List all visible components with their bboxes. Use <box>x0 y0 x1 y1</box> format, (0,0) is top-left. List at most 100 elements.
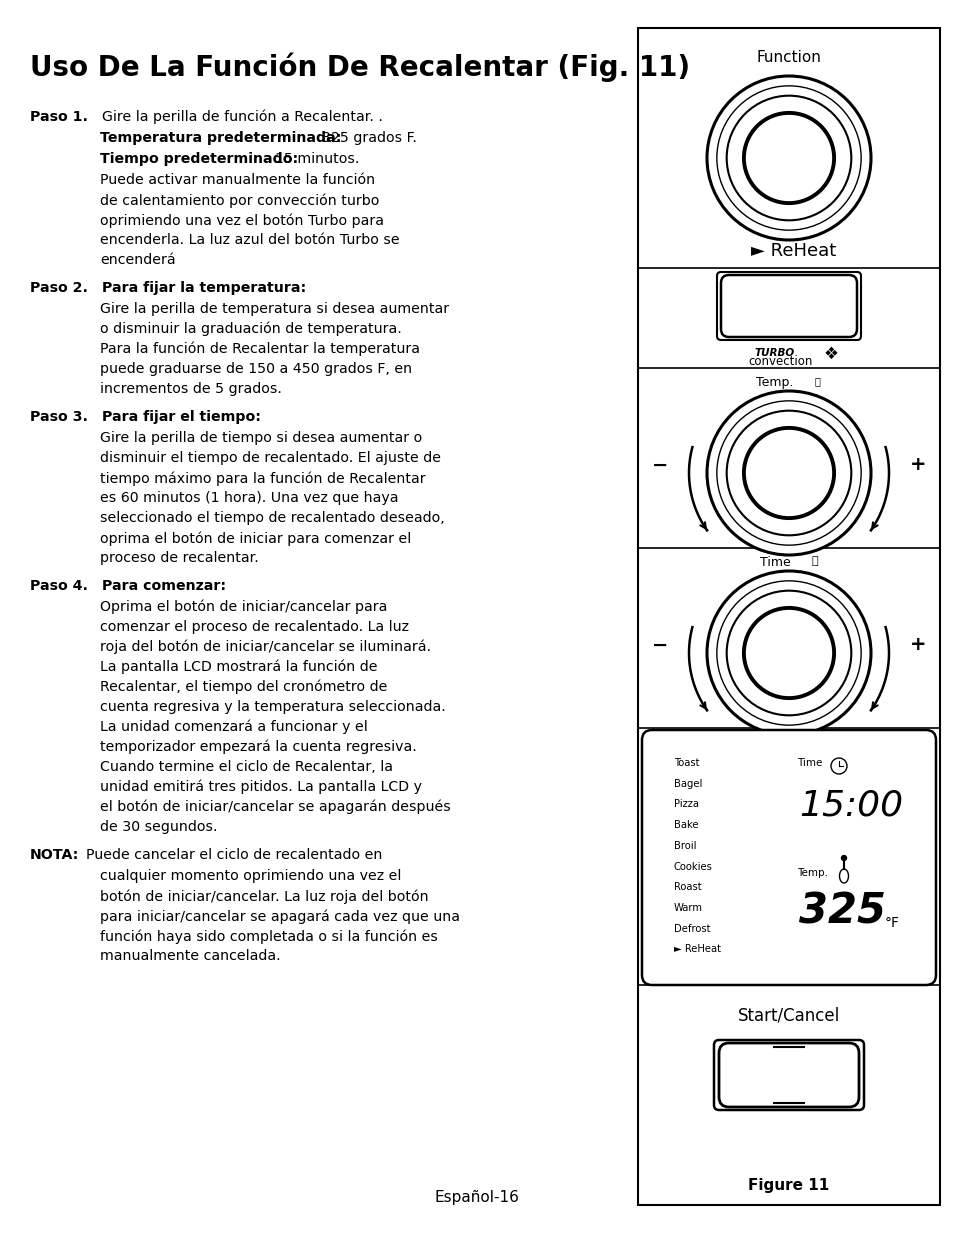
Ellipse shape <box>726 411 850 535</box>
Text: La pantalla LCD mostrará la función de: La pantalla LCD mostrará la función de <box>100 659 377 674</box>
Text: puede graduarse de 150 a 450 grados F, en: puede graduarse de 150 a 450 grados F, e… <box>100 362 412 375</box>
Text: Puede cancelar el ciclo de recalentado en: Puede cancelar el ciclo de recalentado e… <box>86 848 382 862</box>
Ellipse shape <box>839 869 847 883</box>
Text: es 60 minutos (1 hora). Una vez que haya: es 60 minutos (1 hora). Una vez que haya <box>100 492 398 505</box>
Text: o disminuir la graduación de temperatura.: o disminuir la graduación de temperatura… <box>100 322 401 336</box>
Text: Function: Function <box>756 49 821 65</box>
Text: Temp.: Temp. <box>756 375 793 389</box>
Text: Defrost: Defrost <box>673 924 710 934</box>
Text: Para fijar la temperatura:: Para fijar la temperatura: <box>102 282 306 295</box>
Ellipse shape <box>706 391 870 555</box>
Text: tiempo máximo para la función de Recalentar: tiempo máximo para la función de Recalen… <box>100 471 425 485</box>
Text: Temp.: Temp. <box>796 868 827 878</box>
Text: Paso 2.: Paso 2. <box>30 282 88 295</box>
Text: manualmente cancelada.: manualmente cancelada. <box>100 948 280 963</box>
Text: encenderá: encenderá <box>100 253 175 267</box>
Ellipse shape <box>743 608 833 698</box>
Text: Paso 4.: Paso 4. <box>30 579 88 593</box>
Text: Puede activar manualmente la función: Puede activar manualmente la función <box>100 173 375 186</box>
Text: 325 grados F.: 325 grados F. <box>322 131 416 144</box>
Text: Recalentar, el tiempo del cronómetro de: Recalentar, el tiempo del cronómetro de <box>100 680 387 694</box>
Text: ⌛: ⌛ <box>811 556 818 566</box>
Text: roja del botón de iniciar/cancelar se iluminará.: roja del botón de iniciar/cancelar se il… <box>100 640 431 655</box>
FancyBboxPatch shape <box>641 730 935 986</box>
Ellipse shape <box>716 401 861 545</box>
Ellipse shape <box>743 427 833 519</box>
Text: 15 minutos.: 15 minutos. <box>274 152 359 165</box>
FancyBboxPatch shape <box>717 272 861 340</box>
Text: La unidad comenzará a funcionar y el: La unidad comenzará a funcionar y el <box>100 720 367 735</box>
Text: 15:00: 15:00 <box>799 788 902 823</box>
Text: Cuando termine el ciclo de Recalentar, la: Cuando termine el ciclo de Recalentar, l… <box>100 760 393 774</box>
Text: función haya sido completada o si la función es: función haya sido completada o si la fun… <box>100 929 437 944</box>
Text: Uso De La Función De Recalentar (Fig. 11): Uso De La Función De Recalentar (Fig. 11… <box>30 52 689 82</box>
FancyBboxPatch shape <box>719 1044 858 1107</box>
Ellipse shape <box>706 77 870 240</box>
Text: Cookies: Cookies <box>673 862 712 872</box>
Text: NOTA:: NOTA: <box>30 848 79 862</box>
Text: ❖: ❖ <box>822 345 838 363</box>
Text: unidad emitirá tres pitidos. La pantalla LCD y: unidad emitirá tres pitidos. La pantalla… <box>100 781 421 794</box>
FancyBboxPatch shape <box>720 275 856 337</box>
Text: proceso de recalentar.: proceso de recalentar. <box>100 551 258 564</box>
Text: ► ReHeat: ► ReHeat <box>673 945 720 955</box>
Text: disminuir el tiempo de recalentado. El ajuste de: disminuir el tiempo de recalentado. El a… <box>100 451 440 466</box>
Ellipse shape <box>706 571 870 735</box>
Text: Roast: Roast <box>673 882 700 892</box>
Text: comenzar el proceso de recalentado. La luz: comenzar el proceso de recalentado. La l… <box>100 620 409 634</box>
Text: convection: convection <box>748 354 812 368</box>
Text: Para la función de Recalentar la temperatura: Para la función de Recalentar la tempera… <box>100 342 419 357</box>
Text: oprimiendo una vez el botón Turbo para: oprimiendo una vez el botón Turbo para <box>100 212 384 227</box>
Text: Time: Time <box>759 556 789 569</box>
Text: °F: °F <box>884 916 899 930</box>
Text: incrementos de 5 grados.: incrementos de 5 grados. <box>100 382 281 396</box>
Text: botón de iniciar/cancelar. La luz roja del botón: botón de iniciar/cancelar. La luz roja d… <box>100 889 428 904</box>
Text: 325: 325 <box>799 890 885 932</box>
Text: encenderla. La luz azul del botón Turbo se: encenderla. La luz azul del botón Turbo … <box>100 233 399 247</box>
Ellipse shape <box>743 112 833 203</box>
Ellipse shape <box>830 758 846 774</box>
Text: Warm: Warm <box>673 903 702 913</box>
Text: Gire la perilla de función a Recalentar. .: Gire la perilla de función a Recalentar.… <box>102 110 382 125</box>
Text: Start/Cancel: Start/Cancel <box>737 1007 840 1025</box>
Text: Tiempo predeterminado:: Tiempo predeterminado: <box>100 152 298 165</box>
Text: para iniciar/cancelar se apagará cada vez que una: para iniciar/cancelar se apagará cada ve… <box>100 909 459 924</box>
Text: Gire la perilla de temperatura si desea aumentar: Gire la perilla de temperatura si desea … <box>100 303 449 316</box>
Text: Temperatura predeterminada:: Temperatura predeterminada: <box>100 131 341 144</box>
Text: temporizador empezará la cuenta regresiva.: temporizador empezará la cuenta regresiv… <box>100 740 416 755</box>
Text: Para fijar el tiempo:: Para fijar el tiempo: <box>102 410 261 424</box>
Text: Broil: Broil <box>673 841 696 851</box>
Ellipse shape <box>726 590 850 715</box>
Text: ⚽: ⚽ <box>813 375 819 387</box>
Text: seleccionado el tiempo de recalentado deseado,: seleccionado el tiempo de recalentado de… <box>100 511 444 525</box>
Text: TURBO: TURBO <box>754 348 794 358</box>
Text: cualquier momento oprimiendo una vez el: cualquier momento oprimiendo una vez el <box>100 869 401 883</box>
Text: Paso 3.: Paso 3. <box>30 410 88 424</box>
Text: Bagel: Bagel <box>673 779 701 789</box>
Text: +: + <box>908 456 925 474</box>
Bar <box>638 28 939 1205</box>
Text: Gire la perilla de tiempo si desea aumentar o: Gire la perilla de tiempo si desea aumen… <box>100 431 422 445</box>
Text: cuenta regresiva y la temperatura seleccionada.: cuenta regresiva y la temperatura selecc… <box>100 700 445 714</box>
Ellipse shape <box>716 580 861 725</box>
Text: Para comenzar:: Para comenzar: <box>102 579 226 593</box>
Text: de 30 segundos.: de 30 segundos. <box>100 820 217 834</box>
Text: +: + <box>908 636 925 655</box>
Text: oprima el botón de iniciar para comenzar el: oprima el botón de iniciar para comenzar… <box>100 531 411 546</box>
Text: Español-16: Español-16 <box>435 1191 518 1205</box>
Ellipse shape <box>716 86 861 230</box>
Ellipse shape <box>841 856 845 861</box>
Text: −: − <box>651 456 668 474</box>
Text: Paso 1.: Paso 1. <box>30 110 88 124</box>
Text: ► ReHeat: ► ReHeat <box>751 242 836 261</box>
Text: Pizza: Pizza <box>673 799 699 809</box>
Text: Time: Time <box>796 758 821 768</box>
Ellipse shape <box>726 95 850 220</box>
Text: Figure 11: Figure 11 <box>747 1178 829 1193</box>
Text: Bake: Bake <box>673 820 698 830</box>
Text: el botón de iniciar/cancelar se apagarán después: el botón de iniciar/cancelar se apagarán… <box>100 800 450 815</box>
Text: −: − <box>651 636 668 655</box>
Text: Toast: Toast <box>673 758 699 768</box>
Text: de calentamiento por convección turbo: de calentamiento por convección turbo <box>100 193 379 207</box>
FancyBboxPatch shape <box>713 1040 863 1110</box>
